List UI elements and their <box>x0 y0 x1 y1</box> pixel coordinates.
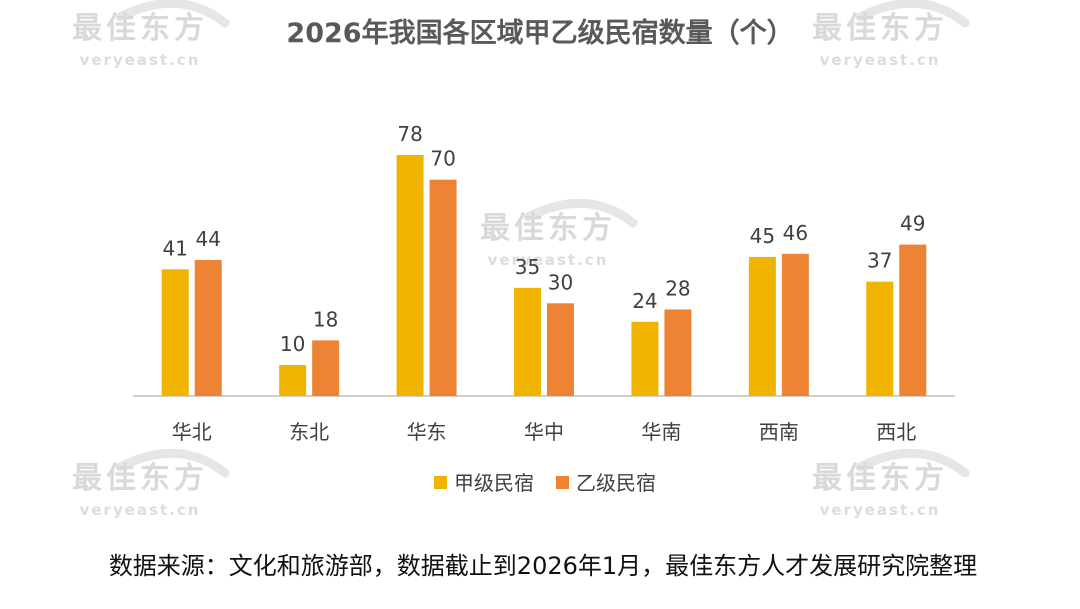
bar-b <box>194 260 222 396</box>
bar-a <box>396 154 424 396</box>
data-label: 44 <box>195 227 220 251</box>
legend: 甲级民宿 乙级民宿 <box>434 471 656 495</box>
legend-swatch <box>434 476 447 489</box>
data-label: 18 <box>313 307 338 331</box>
x-tick-label: 华中 <box>524 420 564 444</box>
watermark-site: veryeast.cn <box>488 251 609 269</box>
watermark-layer: 最佳东方 veryeast.cn 最佳东方 veryeast.cn 最佳东方 veryea… <box>72 0 970 519</box>
bar-a <box>866 281 894 396</box>
legend-swatch <box>556 476 569 489</box>
watermark-swoosh <box>523 198 638 228</box>
data-label: 70 <box>430 147 455 171</box>
watermark-brand: 最佳东方 <box>812 461 948 496</box>
chart-title: 2026年我国各区域甲乙级民宿数量（个） <box>286 17 793 49</box>
data-label: 28 <box>665 276 690 300</box>
bar-b <box>781 253 809 396</box>
bar-b <box>664 309 692 396</box>
x-tick-label: 华东 <box>407 420 447 444</box>
data-label: 10 <box>280 332 305 356</box>
watermark: 最佳东方 veryeast.cn <box>480 198 638 269</box>
watermark-site: veryeast.cn <box>820 501 941 519</box>
watermark-swoosh <box>855 448 970 478</box>
data-label: 49 <box>900 212 925 236</box>
bar-a <box>514 287 541 396</box>
bar-b <box>429 179 457 396</box>
watermark: 最佳东方 veryeast.cn <box>812 0 970 69</box>
x-tick-label: 西南 <box>759 420 799 444</box>
data-label: 45 <box>750 224 775 248</box>
bar-b <box>312 340 340 396</box>
watermark: 最佳东方 veryeast.cn <box>72 448 230 519</box>
bar-a <box>161 269 189 396</box>
data-label: 30 <box>548 270 573 294</box>
watermark-brand: 最佳东方 <box>812 11 948 46</box>
data-label: 24 <box>632 289 657 313</box>
legend-label: 乙级民宿 <box>576 471 656 495</box>
data-label: 78 <box>397 122 422 146</box>
bars-group <box>161 154 927 396</box>
watermark: 最佳东方 veryeast.cn <box>72 0 230 69</box>
data-label: 41 <box>162 236 187 260</box>
watermark-brand: 最佳东方 <box>72 11 208 46</box>
x-tick-label: 华北 <box>172 420 212 444</box>
watermark-brand: 最佳东方 <box>480 211 616 246</box>
watermark-swoosh <box>115 448 230 478</box>
watermark-swoosh <box>115 0 230 28</box>
bar-b <box>547 303 574 396</box>
bar-b <box>899 244 927 396</box>
bar-a <box>279 365 307 396</box>
watermark-site: veryeast.cn <box>80 51 201 69</box>
legend-label: 甲级民宿 <box>454 471 534 495</box>
data-label: 46 <box>783 221 808 245</box>
watermark-site: veryeast.cn <box>820 51 941 69</box>
data-labels-group: 41 44 10 18 78 70 35 30 24 28 45 46 37 49 <box>162 122 925 356</box>
watermark-brand: 最佳东方 <box>72 461 208 496</box>
data-label: 37 <box>867 249 892 273</box>
x-tick-label: 东北 <box>289 420 329 444</box>
x-tick-label: 华南 <box>641 420 681 444</box>
x-tick-label: 西北 <box>876 420 916 444</box>
bar-a <box>748 256 776 396</box>
bar-a <box>631 321 659 396</box>
x-tick-labels: 华北 东北 华东 华中 华南 西南 西北 <box>172 420 917 444</box>
watermark: 最佳东方 veryeast.cn <box>812 448 970 519</box>
watermark-swoosh <box>855 0 970 28</box>
watermark-site: veryeast.cn <box>80 501 201 519</box>
data-label: 35 <box>515 255 540 279</box>
source-note: 数据来源：文化和旅游部，数据截止到2026年1月，最佳东方人才发展研究院整理 <box>109 552 977 580</box>
